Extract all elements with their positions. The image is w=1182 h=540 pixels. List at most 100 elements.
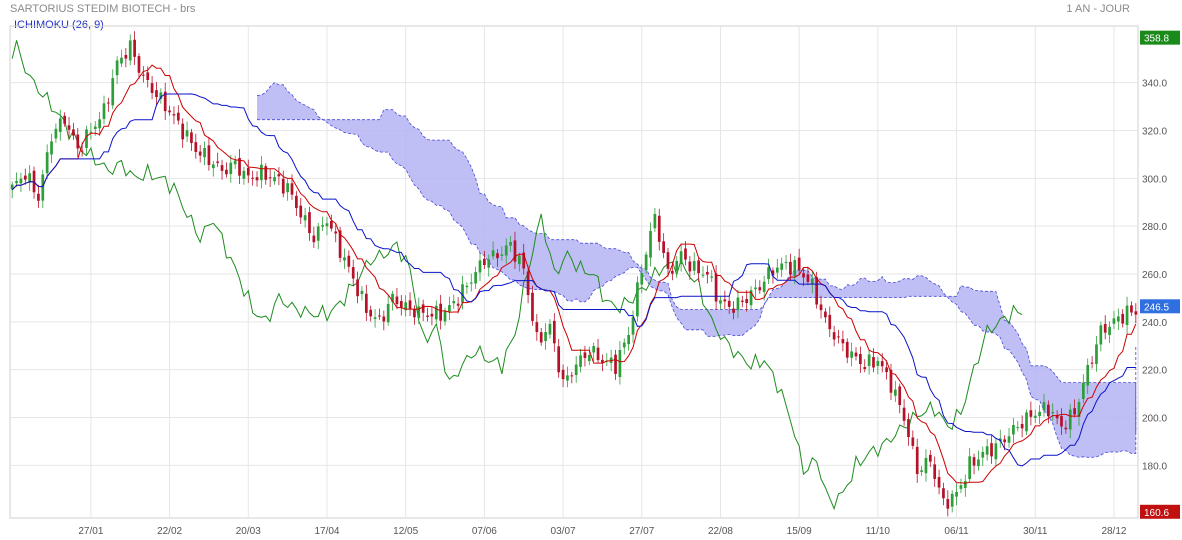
indicator-label[interactable]: ICHIMOKU (26, 9) [14, 19, 104, 31]
x-tick-label: 30/11 [1023, 526, 1048, 537]
candle-body [552, 320, 556, 344]
candle-body [972, 457, 976, 466]
candle-body [115, 60, 119, 76]
candle [653, 208, 657, 232]
candle [273, 171, 276, 185]
candle [163, 82, 167, 120]
candle-body [819, 304, 823, 311]
candle-body [697, 260, 700, 274]
candle-body [107, 102, 110, 104]
candle [19, 172, 23, 193]
candle [67, 116, 71, 139]
candle [128, 34, 132, 66]
candle [203, 141, 206, 166]
y-tick-label: 180.0 [1142, 461, 1167, 472]
candle [574, 356, 578, 383]
candle-body [10, 184, 14, 190]
candle [705, 265, 709, 284]
candle [76, 128, 80, 157]
candle [478, 252, 482, 282]
candle [1055, 410, 1059, 425]
candle-body [758, 287, 762, 291]
candle [238, 149, 241, 184]
candle [968, 447, 972, 483]
candle [45, 144, 49, 180]
candle [176, 105, 180, 125]
candle [373, 309, 377, 328]
candle [810, 271, 814, 294]
candle-body [246, 167, 250, 176]
candle-body [736, 297, 740, 311]
candle [552, 313, 556, 352]
candle [522, 243, 526, 275]
candle [636, 276, 639, 322]
candle-body [382, 316, 386, 322]
candle-body [920, 470, 923, 472]
candle [749, 286, 753, 310]
candle [775, 258, 779, 279]
candle [819, 295, 823, 319]
candle-body [295, 195, 298, 209]
candle [483, 250, 486, 269]
candle-body [207, 145, 211, 165]
candle [539, 327, 543, 346]
candle [832, 325, 836, 347]
candle-body [1020, 423, 1024, 429]
candle [583, 345, 587, 367]
candle [850, 342, 853, 367]
candle [509, 235, 512, 252]
candle [194, 133, 198, 159]
candle [207, 136, 211, 171]
candle-body [172, 114, 176, 116]
candle [1108, 321, 1111, 344]
candle-body [364, 293, 368, 313]
candle [58, 109, 62, 141]
candle-body [1134, 311, 1138, 315]
candle-body [325, 223, 329, 227]
candle [395, 287, 399, 310]
candle [719, 296, 722, 310]
candle [198, 145, 202, 163]
candle-body [102, 103, 106, 119]
candle-body [41, 174, 45, 201]
candle-body [496, 253, 499, 259]
candle-body [155, 90, 158, 97]
candle [1047, 400, 1050, 424]
candle [697, 256, 700, 282]
candle [675, 256, 679, 278]
candle-body [439, 303, 443, 321]
candle-body [63, 115, 67, 124]
candle-body [517, 255, 521, 265]
candle [1064, 420, 1068, 434]
candle [155, 82, 158, 106]
candle-body [504, 245, 508, 256]
candle-body [963, 480, 967, 488]
candle [627, 326, 631, 351]
candle-body [413, 309, 416, 318]
candle [1121, 309, 1125, 328]
candle-body [1086, 365, 1090, 386]
candle-body [531, 292, 534, 321]
candle-body [50, 141, 53, 155]
candle [797, 248, 801, 275]
candle-body [233, 160, 237, 165]
candle-body [928, 454, 932, 462]
candle [754, 279, 757, 299]
candle [233, 155, 237, 169]
candle-body [1003, 439, 1007, 443]
candle [268, 168, 272, 187]
candle-body [1025, 412, 1028, 432]
y-tick-label: 340.0 [1142, 79, 1167, 90]
candle-body [587, 355, 591, 362]
candle-body [373, 317, 377, 320]
candle [316, 222, 320, 250]
candle [845, 338, 849, 364]
candle-body [710, 276, 714, 278]
candle-body [1007, 436, 1011, 443]
candle [802, 268, 805, 287]
candle [806, 266, 810, 286]
candle [334, 223, 338, 243]
candle [120, 49, 123, 67]
timeframe-label[interactable]: 1 AN - JOUR [1066, 3, 1130, 15]
